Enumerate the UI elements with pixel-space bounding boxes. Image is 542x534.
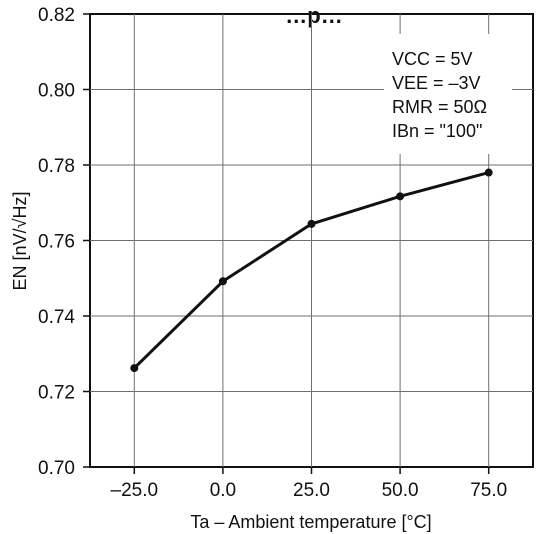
data-point-2: [307, 219, 316, 228]
data-point-3: [396, 192, 405, 201]
y-tick-label-5: 0.80: [38, 81, 75, 102]
y-tick-label-1: 0.72: [38, 383, 75, 404]
chart-title: …p…: [285, 3, 342, 28]
x-tick-label-1: 0.0: [210, 480, 236, 501]
data-point-1: [218, 277, 227, 286]
y-tick-label-0: 0.70: [38, 458, 75, 479]
data-point-0: [130, 364, 139, 373]
x-tick-label-4: 75.0: [470, 480, 507, 501]
data-points: [130, 168, 493, 373]
legend-line-rmr: RMR = 50Ω: [392, 97, 487, 117]
x-tick-label-2: 25.0: [293, 480, 330, 501]
y-tick-label-4: 0.78: [38, 156, 75, 177]
axis-ticks: [83, 13, 490, 474]
y-axis-label: EN [nV/√Hz]: [10, 192, 30, 291]
y-tick-label-6: 0.82: [38, 5, 75, 26]
x-axis-label: Ta – Ambient temperature [°C]: [190, 512, 431, 532]
legend-box: [384, 34, 512, 154]
x-tick-labels: –25.0 0.0 25.0 50.0 75.0: [111, 480, 508, 501]
x-tick-label-3: 50.0: [382, 480, 419, 501]
x-tick-label-0: –25.0: [111, 480, 159, 501]
legend-line-vee: VEE = –3V: [392, 73, 481, 93]
data-point-4: [484, 168, 493, 177]
legend-line-vcc: VCC = 5V: [392, 49, 473, 69]
grid-lines: [90, 14, 533, 467]
y-tick-label-2: 0.74: [38, 307, 75, 328]
y-tick-labels: 0.70 0.72 0.74 0.76 0.78 0.80 0.82: [38, 5, 75, 479]
legend-line-ibn: IBn = "100": [392, 121, 482, 141]
y-tick-label-3: 0.76: [38, 232, 75, 253]
